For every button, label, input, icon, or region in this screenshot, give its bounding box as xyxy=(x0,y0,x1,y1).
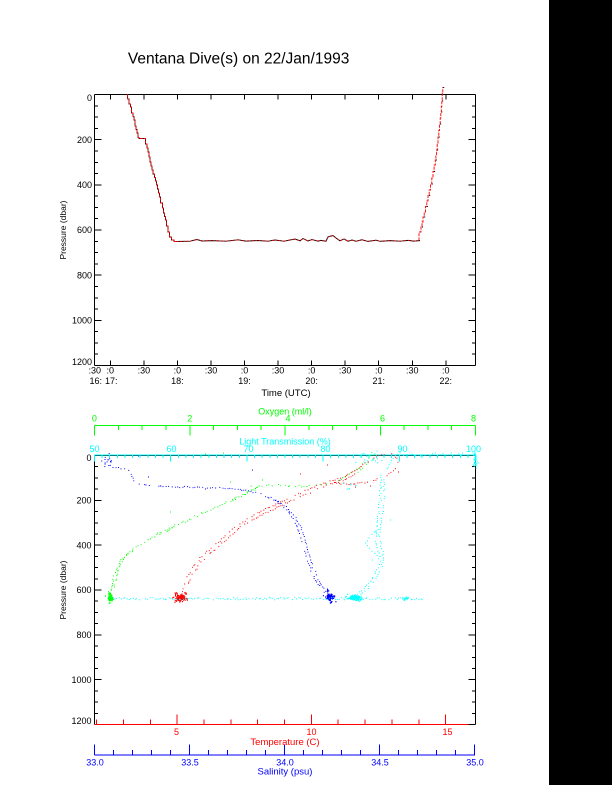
svg-text:35.0: 35.0 xyxy=(466,758,484,768)
svg-text:400: 400 xyxy=(77,180,92,190)
svg-text:18:: 18: xyxy=(171,376,184,386)
svg-text:0: 0 xyxy=(92,414,97,424)
svg-text:22:: 22: xyxy=(440,376,453,386)
svg-text::30: :30 xyxy=(406,365,419,375)
svg-text:4: 4 xyxy=(285,414,290,424)
svg-text:200: 200 xyxy=(77,135,92,145)
svg-text:50: 50 xyxy=(89,444,99,454)
svg-text:33.0: 33.0 xyxy=(86,758,104,768)
svg-text:Time (UTC): Time (UTC) xyxy=(261,388,310,399)
svg-text:15: 15 xyxy=(442,727,452,737)
svg-text::0: :0 xyxy=(375,365,383,375)
svg-text:8: 8 xyxy=(471,414,476,424)
svg-text::0: :0 xyxy=(241,365,249,375)
svg-text:600: 600 xyxy=(77,225,92,235)
svg-text:600: 600 xyxy=(76,585,91,595)
svg-text:5: 5 xyxy=(174,727,179,737)
svg-text::30: :30 xyxy=(89,365,102,375)
svg-text:60: 60 xyxy=(166,444,176,454)
svg-text:1200: 1200 xyxy=(71,716,91,726)
svg-text:20:: 20: xyxy=(305,376,318,386)
svg-text:10: 10 xyxy=(306,727,316,737)
svg-text:34.0: 34.0 xyxy=(276,758,294,768)
svg-text:1000: 1000 xyxy=(71,675,91,685)
svg-text:800: 800 xyxy=(77,270,92,280)
svg-text:21:: 21: xyxy=(372,376,385,386)
svg-text::30: :30 xyxy=(205,365,218,375)
svg-text::0: :0 xyxy=(107,365,115,375)
svg-text:17:: 17: xyxy=(105,376,118,386)
svg-text:Salinity (psu): Salinity (psu) xyxy=(258,767,313,778)
svg-text::30: :30 xyxy=(272,365,285,375)
svg-text:400: 400 xyxy=(76,540,91,550)
svg-text:0: 0 xyxy=(87,93,92,103)
svg-text:80: 80 xyxy=(320,444,330,454)
svg-text:2: 2 xyxy=(187,414,192,424)
svg-text:100: 100 xyxy=(466,444,481,454)
svg-text:33.5: 33.5 xyxy=(181,758,199,768)
svg-text:70: 70 xyxy=(243,444,253,454)
svg-text::30: :30 xyxy=(138,365,151,375)
svg-text:Light Transmission (%): Light Transmission (%) xyxy=(239,436,331,446)
svg-text:90: 90 xyxy=(397,444,407,454)
svg-text:Oxygen (ml/l): Oxygen (ml/l) xyxy=(258,407,312,417)
svg-text:800: 800 xyxy=(76,630,91,640)
svg-text:Pressure (dbar): Pressure (dbar) xyxy=(58,200,68,259)
svg-text:Pressure (dbar): Pressure (dbar) xyxy=(58,560,68,619)
svg-text:1200: 1200 xyxy=(72,357,92,367)
svg-text:34.5: 34.5 xyxy=(371,758,389,768)
svg-text:Temperature (C): Temperature (C) xyxy=(250,737,319,748)
svg-text::0: :0 xyxy=(174,365,182,375)
svg-text:1000: 1000 xyxy=(72,316,92,326)
svg-text:19:: 19: xyxy=(238,376,251,386)
svg-text:6: 6 xyxy=(380,414,385,424)
svg-text::0: :0 xyxy=(308,365,316,375)
svg-text::30: :30 xyxy=(339,365,352,375)
svg-text:Ventana Dive(s) on 22/Jan/1993: Ventana Dive(s) on 22/Jan/1993 xyxy=(128,50,349,67)
svg-text:200: 200 xyxy=(76,496,91,506)
svg-text::0: :0 xyxy=(442,365,450,375)
svg-text:16:: 16: xyxy=(90,376,103,386)
svg-text:0: 0 xyxy=(86,453,91,463)
